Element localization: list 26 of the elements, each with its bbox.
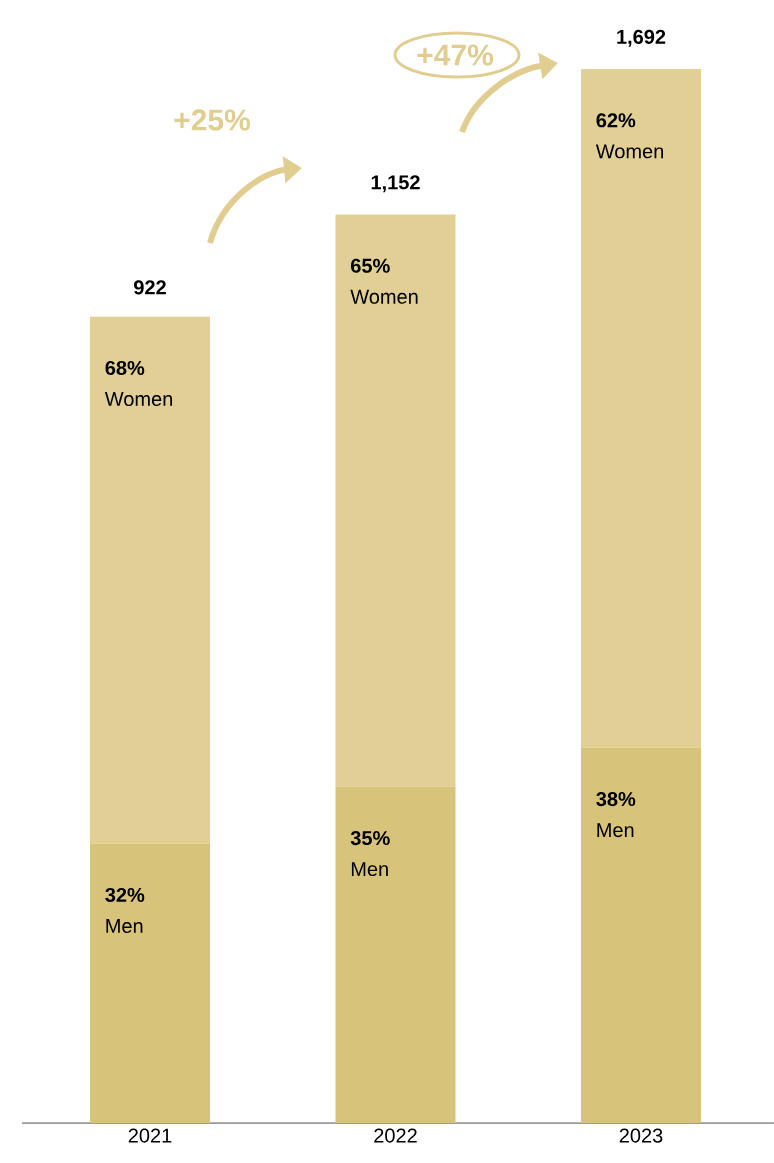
text: Men bbox=[351, 862, 388, 877]
annotation: 32% bbox=[105, 887, 145, 903]
bar bbox=[335, 214, 456, 787]
x-tick-label: 2022 bbox=[374, 1128, 417, 1143]
text: Women bbox=[104, 392, 173, 407]
text: +47% bbox=[417, 44, 493, 66]
bar bbox=[580, 747, 701, 1123]
series-label: Women bbox=[350, 289, 418, 304]
annotation: 38% bbox=[596, 791, 636, 807]
annotation: 68% bbox=[105, 360, 145, 376]
annotation: +25% bbox=[174, 109, 250, 131]
series-label: Men bbox=[597, 823, 634, 838]
text: Men bbox=[106, 919, 143, 934]
text: 1,692 bbox=[617, 29, 666, 47]
annotation: 62% bbox=[596, 113, 636, 128]
annotation: 922 bbox=[134, 280, 166, 295]
annotation: 65% bbox=[351, 258, 390, 273]
x-tick-label: 2023 bbox=[619, 1128, 663, 1143]
annotation: 35% bbox=[350, 830, 390, 846]
bar bbox=[90, 843, 210, 1123]
bar bbox=[335, 786, 456, 1123]
text: Women bbox=[595, 144, 664, 159]
x-tick-label: 2021 bbox=[128, 1128, 172, 1143]
bar bbox=[580, 69, 701, 748]
annotation: 1,152 bbox=[371, 175, 420, 193]
bar bbox=[90, 316, 210, 844]
